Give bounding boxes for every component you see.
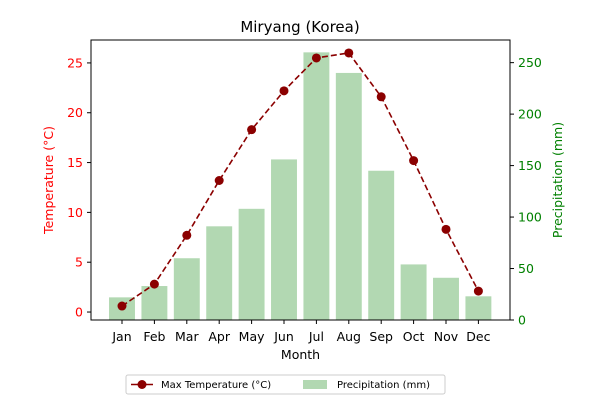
x-tick-label-apr: Apr	[208, 329, 230, 344]
y-left-tick-label-10: 10	[67, 205, 83, 220]
x-tick-label-oct: Oct	[403, 329, 425, 344]
legend-entry-precipitation: Precipitation (mm)	[337, 380, 430, 391]
precipitation-bar-apr	[206, 226, 233, 320]
temperature-point-jan	[117, 301, 127, 311]
precipitation-bar-sep	[368, 170, 395, 320]
precipitation-bar-mar	[173, 258, 200, 320]
x-tick-label-dec: Dec	[466, 329, 490, 344]
legend-bar-swatch	[303, 380, 327, 389]
y-axis-left-label: Temperature (°C)	[41, 126, 56, 235]
x-tick-label-jun: Jun	[273, 329, 294, 344]
y-right-tick-label-200: 200	[518, 107, 542, 122]
x-tick-label-may: May	[239, 329, 265, 344]
x-axis: Jan Feb Mar Apr May Jun Jul Aug Sep Oct Nov Dec	[111, 320, 491, 344]
temperature-point-aug	[344, 48, 354, 58]
precipitation-bar-jun	[271, 159, 297, 320]
y-left-tick-label-25: 25	[67, 55, 83, 70]
temperature-point-mar	[182, 230, 192, 240]
plot-frame	[90, 39, 511, 321]
legend-marker-swatch	[137, 380, 147, 389]
precipitation-bar-aug	[335, 72, 362, 320]
y-right-tick-label-50: 50	[518, 261, 534, 276]
x-tick-label-jul: Jul	[308, 329, 324, 344]
x-tick-label-feb: Feb	[143, 329, 165, 344]
precipitation-bar-feb	[141, 286, 168, 320]
x-tick-label-nov: Nov	[434, 329, 459, 344]
x-axis-label: Month	[281, 347, 320, 362]
x-tick-label-sep: Sep	[369, 329, 393, 344]
precipitation-bar-nov	[433, 277, 459, 320]
y-axis-left: 0 5 10 15 20 25	[67, 55, 91, 320]
temperature-point-feb	[149, 279, 159, 289]
temperature-point-dec	[473, 286, 483, 296]
chart-title: Miryang (Korea)	[240, 18, 359, 36]
temperature-point-jul	[311, 53, 321, 63]
precipitation-bar-jul	[303, 52, 330, 320]
temperature-point-nov	[441, 224, 451, 234]
y-left-tick-label-5: 5	[75, 255, 83, 270]
temperature-point-oct	[409, 156, 419, 166]
precipitation-bar-oct	[400, 264, 427, 320]
y-right-tick-label-100: 100	[518, 210, 542, 225]
temperature-line	[117, 48, 483, 311]
y-axis-right: 0 50 100 150 200 250	[510, 55, 542, 328]
temperature-point-apr	[214, 176, 224, 185]
legend: Max Temperature (°C) Precipitation (mm)	[125, 374, 446, 395]
y-right-tick-label-250: 250	[518, 55, 542, 70]
y-axis-right-label: Precipitation (mm)	[550, 122, 565, 238]
x-tick-label-mar: Mar	[175, 329, 199, 344]
temperature-point-jun	[279, 86, 289, 96]
y-left-tick-label-15: 15	[67, 155, 83, 170]
y-right-tick-label-0: 0	[518, 313, 526, 328]
y-right-tick-label-150: 150	[518, 158, 542, 173]
x-tick-label-jan: Jan	[111, 329, 131, 344]
temperature-point-may	[247, 125, 257, 135]
y-left-tick-label-20: 20	[67, 105, 83, 120]
legend-entry-temperature: Max Temperature (°C)	[161, 380, 271, 391]
precipitation-bars	[109, 52, 492, 320]
precipitation-bar-may	[238, 208, 265, 320]
legend-frame	[125, 374, 446, 395]
x-tick-label-aug: Aug	[337, 329, 361, 344]
temperature-point-sep	[376, 92, 386, 102]
y-left-tick-label-0: 0	[75, 305, 83, 320]
precipitation-bar-dec	[465, 296, 492, 320]
temperature-line-path	[121, 52, 480, 307]
